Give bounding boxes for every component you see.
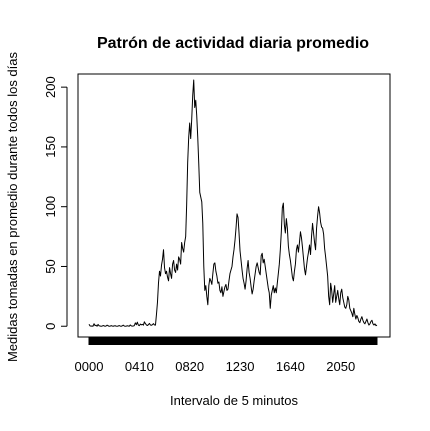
y-axis: 0 50 100 150 200 bbox=[43, 76, 68, 330]
y-tick-label: 150 bbox=[43, 136, 58, 158]
series-group bbox=[88, 79, 378, 327]
x-tick-label: 1640 bbox=[276, 359, 305, 374]
y-axis-label: Medidas tomadas en promedio durante todo… bbox=[5, 51, 20, 362]
x-tick-label: 0820 bbox=[175, 359, 204, 374]
x-tick-label: 0000 bbox=[75, 359, 104, 374]
x-axis-tick-band bbox=[88, 337, 378, 345]
y-tick-label: 50 bbox=[43, 259, 58, 273]
x-tick-label: 2050 bbox=[326, 359, 355, 374]
x-tick-label: 0410 bbox=[125, 359, 154, 374]
x-axis-label: Intervalo de 5 minutos bbox=[170, 393, 298, 408]
y-tick-label: 200 bbox=[43, 76, 58, 98]
y-tick-label: 0 bbox=[43, 323, 58, 330]
series-line bbox=[88, 79, 378, 327]
chart-title: Patrón de actividad diaria promedio bbox=[97, 35, 369, 52]
y-tick-label: 100 bbox=[43, 196, 58, 218]
x-tick-label: 1230 bbox=[226, 359, 255, 374]
x-axis: 0000 0410 0820 1230 1640 2050 bbox=[75, 337, 378, 374]
